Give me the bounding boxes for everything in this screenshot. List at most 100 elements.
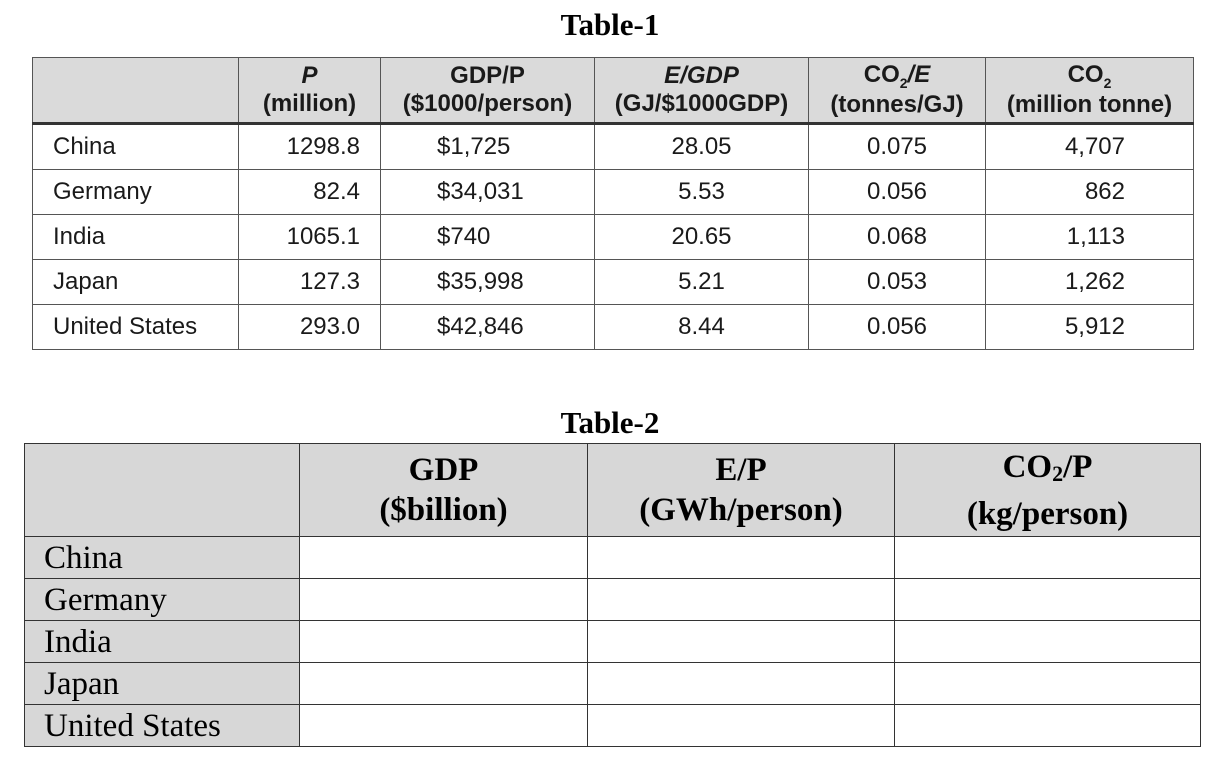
table2-cell-gdp[interactable] — [299, 704, 588, 747]
table1-cell-country: Germany — [32, 169, 239, 215]
table-row: United States 293.0 $42,846 8.44 0.056 5,912 — [32, 304, 1194, 350]
header-unit: (kg/person) — [966, 495, 1129, 532]
table2-header-co2-p: CO2/P (kg/person) — [894, 443, 1201, 537]
table1-header-e-gdp: E/GDP (GJ/$1000GDP) — [594, 57, 809, 125]
table2-header-row: GDP ($billion) E/P (GWh/person) CO2/P (k… — [24, 443, 1201, 537]
table2-cell-gdp[interactable] — [299, 578, 588, 621]
header-unit: (tonnes/GJ) — [830, 91, 964, 118]
table-row: China — [24, 536, 1201, 579]
header-label-sub: 2 — [1052, 460, 1064, 486]
header-label-pre: CO — [863, 61, 900, 88]
table1-cell-co2-e: 0.056 — [808, 169, 986, 215]
table2-cell-e-p[interactable] — [587, 536, 895, 579]
table2-cell-gdp[interactable] — [299, 536, 588, 579]
table1-cell-co2: 4,707 — [985, 123, 1194, 170]
table1-cell-co2-e: 0.075 — [808, 123, 986, 170]
table1-header-co2: CO2 (million tonne) — [985, 57, 1194, 125]
header-label-text: GDP/P — [450, 62, 525, 89]
table1-cell-e-gdp: 5.53 — [594, 169, 809, 215]
header-label: CO2/E — [809, 61, 985, 91]
table1-header-corner — [32, 57, 239, 125]
table1-header-gdp-p: GDP/P ($1000/person) — [380, 57, 595, 125]
table1-cell-co2: 1,113 — [985, 214, 1194, 260]
header-unit: (GWh/person) — [639, 492, 843, 528]
table2-cell-gdp[interactable] — [299, 620, 588, 663]
table2-cell-gdp[interactable] — [299, 662, 588, 705]
table-row: China 1298.8 $1,725 28.05 0.075 4,707 — [32, 123, 1194, 170]
header-label-sub: 2 — [1103, 75, 1112, 91]
table2-cell-co2-p[interactable] — [894, 620, 1201, 663]
table2-header-gdp: GDP ($billion) — [299, 443, 588, 537]
table1-cell-country: Japan — [32, 259, 239, 305]
table1-cell-p: 1065.1 — [238, 214, 381, 260]
header-label: E/GDP — [664, 62, 739, 89]
table2-cell-e-p[interactable] — [587, 662, 895, 705]
table1-cell-gdp-p: $42,846 — [380, 304, 595, 350]
table2-cell-co2-p[interactable] — [894, 704, 1201, 747]
table2-header-e-p: E/P (GWh/person) — [587, 443, 895, 537]
table1-cell-e-gdp: 28.05 — [594, 123, 809, 170]
header-label: CO2/P — [895, 447, 1200, 494]
table2-cell-country: India — [24, 620, 300, 663]
table1-cell-e-gdp: 8.44 — [594, 304, 809, 350]
table1-cell-e-gdp: 20.65 — [594, 214, 809, 260]
header-label: GDP — [408, 452, 479, 488]
table1-cell-co2: 862 — [985, 169, 1194, 215]
header-label: CO2 — [986, 61, 1193, 91]
table1-cell-gdp-p: $35,998 — [380, 259, 595, 305]
table2-cell-co2-p[interactable] — [894, 662, 1201, 705]
header-label-post: /E — [907, 61, 931, 88]
table1-cell-co2-e: 0.068 — [808, 214, 986, 260]
table1-header-row: P (million) GDP/P ($1000/person) E/GDP (… — [32, 57, 1194, 125]
header-label: GDP/P — [381, 62, 594, 90]
header-unit: (GJ/$1000GDP) — [614, 90, 789, 117]
table1-cell-gdp-p: $740 — [380, 214, 595, 260]
table-row: Germany — [24, 578, 1201, 621]
header-unit: ($1000/person) — [402, 90, 573, 117]
table1-cell-gdp-p: $1,725 — [380, 123, 595, 170]
table1-title: Table-1 — [560, 7, 660, 42]
table1-cell-country: China — [32, 123, 239, 170]
table2-cell-country: China — [24, 536, 300, 579]
table1: P (million) GDP/P ($1000/person) E/GDP (… — [32, 57, 1194, 350]
table2-header-corner — [24, 443, 300, 537]
header-label: P — [301, 62, 318, 89]
table1-body: China 1298.8 $1,725 28.05 0.075 4,707 Germany 8… — [32, 123, 1194, 350]
table2-cell-e-p[interactable] — [587, 704, 895, 747]
table-row: Japan — [24, 662, 1201, 705]
table1-cell-p: 293.0 — [238, 304, 381, 350]
table2-body: China Germany India Japan United States — [24, 536, 1201, 747]
table1-cell-p: 82.4 — [238, 169, 381, 215]
table2-cell-e-p[interactable] — [587, 620, 895, 663]
header-label-pre: CO — [1002, 448, 1053, 485]
table2: GDP ($billion) E/P (GWh/person) CO2/P (k… — [24, 443, 1201, 747]
table1-cell-co2-e: 0.053 — [808, 259, 986, 305]
table2-cell-co2-p[interactable] — [894, 536, 1201, 579]
table-row: Japan 127.3 $35,998 5.21 0.053 1,262 — [32, 259, 1194, 305]
header-label: E/P — [715, 452, 767, 488]
table1-cell-co2: 1,262 — [985, 259, 1194, 305]
table1-header-p: P (million) — [238, 57, 381, 125]
table1-cell-p: 1298.8 — [238, 123, 381, 170]
table1-cell-e-gdp: 5.21 — [594, 259, 809, 305]
header-label-pre: CO — [1067, 61, 1104, 88]
table2-cell-e-p[interactable] — [587, 578, 895, 621]
table2-cell-country: United States — [24, 704, 300, 747]
table1-cell-country: United States — [32, 304, 239, 350]
table1-cell-gdp-p: $34,031 — [380, 169, 595, 215]
table1-cell-co2-e: 0.056 — [808, 304, 986, 350]
table1-header-co2-e: CO2/E (tonnes/GJ) — [808, 57, 986, 125]
table1-cell-co2: 5,912 — [985, 304, 1194, 350]
table-row: India 1065.1 $740 20.65 0.068 1,113 — [32, 214, 1194, 260]
header-unit: ($billion) — [379, 492, 508, 528]
table1-cell-p: 127.3 — [238, 259, 381, 305]
table2-cell-country: Japan — [24, 662, 300, 705]
table-row: Germany 82.4 $34,031 5.53 0.056 862 — [32, 169, 1194, 215]
header-label-sub: 2 — [899, 75, 908, 91]
table2-cell-co2-p[interactable] — [894, 578, 1201, 621]
header-label-post: /P — [1063, 448, 1093, 485]
header-unit: (million tonne) — [1006, 91, 1173, 118]
table1-cell-country: India — [32, 214, 239, 260]
table-row: India — [24, 620, 1201, 663]
header-unit: (million) — [262, 90, 357, 117]
